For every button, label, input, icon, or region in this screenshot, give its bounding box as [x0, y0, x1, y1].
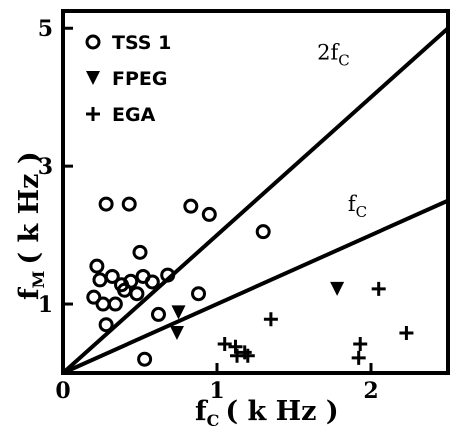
data-point-plus-5 — [240, 348, 255, 363]
data-point-open-circle-19 — [107, 296, 123, 312]
data-point-plus-8 — [351, 350, 366, 365]
data-point-plus-9 — [371, 281, 386, 296]
data-point-open-circle-16 — [129, 286, 145, 302]
data-point-open-circle-14 — [160, 267, 176, 283]
legend-label-1: TSS 1 — [112, 32, 171, 54]
data-point-open-circle-1 — [98, 196, 114, 212]
x-tick-label: 0 — [55, 378, 70, 404]
data-point-open-circle-9 — [104, 268, 120, 284]
data-point-open-circle-18 — [95, 296, 111, 312]
x-axis-title: fC( k Hz ) — [195, 396, 339, 429]
reference-line-label-1: 2fC — [317, 40, 350, 69]
y-axis-title: fM( k Hz ) — [14, 151, 48, 300]
data-point-open-circle-17 — [86, 289, 102, 305]
data-point-open-circle-7 — [89, 258, 105, 274]
reference-line-label-2: fC — [348, 192, 367, 221]
data-point-open-circle-23 — [137, 351, 153, 367]
plot-frame — [61, 9, 450, 375]
data-point-open-circle-21 — [98, 317, 114, 333]
data-point-plus-6 — [263, 312, 278, 327]
data-point-open-circle-3 — [183, 198, 199, 214]
x-tick-label: 1 — [209, 378, 224, 404]
y-tick-label: 5 — [38, 16, 53, 42]
reference-line-2 — [62, 198, 449, 375]
data-point-open-circle-22 — [150, 306, 166, 322]
data-point-open-circle-5 — [255, 224, 271, 240]
data-point-filled-down-triangle-1 — [171, 305, 186, 320]
data-point-filled-down-triangle-2 — [169, 326, 184, 341]
legend-marker-3 — [86, 107, 100, 121]
data-point-plus-10 — [399, 326, 414, 341]
legend-label-3: EGA — [112, 104, 156, 126]
legend-marker-1 — [85, 34, 101, 50]
data-point-open-circle-8 — [92, 272, 108, 288]
data-point-open-circle-2 — [121, 196, 137, 212]
x-tick-label: 2 — [363, 378, 378, 404]
data-point-plus-2 — [228, 339, 243, 354]
reference-line-1 — [61, 26, 450, 375]
data-point-open-circle-4 — [201, 206, 217, 222]
legend-label-2: FPEG — [112, 68, 167, 90]
data-point-open-circle-13 — [144, 274, 160, 290]
data-point-plus-7 — [353, 337, 368, 352]
y-tick-label: 1 — [38, 292, 53, 318]
data-point-open-circle-6 — [132, 244, 148, 260]
y-tick-label: 3 — [38, 154, 53, 180]
data-point-plus-1 — [217, 337, 232, 352]
data-point-open-circle-20 — [191, 286, 207, 302]
data-point-filled-down-triangle-3 — [330, 281, 345, 296]
legend-marker-2 — [86, 71, 100, 85]
